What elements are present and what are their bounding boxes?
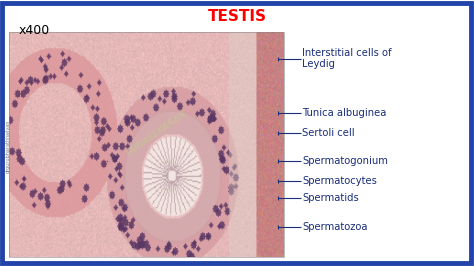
Text: Tunica albuginea: Tunica albuginea [302, 108, 387, 118]
Text: Interstitial cells of
Leydig: Interstitial cells of Leydig [302, 48, 392, 69]
Text: Spermatocytes: Spermatocytes [302, 176, 377, 186]
Text: drgurubharathiselvan: drgurubharathiselvan [6, 120, 11, 173]
Text: GUNASEKARAN: GUNASEKARAN [124, 109, 189, 157]
Text: Sertoli cell: Sertoli cell [302, 128, 355, 138]
Text: Spermatogonium: Spermatogonium [302, 156, 388, 166]
Text: Spermatozoa: Spermatozoa [302, 222, 368, 232]
Text: Spermatids: Spermatids [302, 193, 359, 203]
Text: x400: x400 [19, 24, 50, 37]
Text: TESTIS: TESTIS [208, 9, 266, 24]
